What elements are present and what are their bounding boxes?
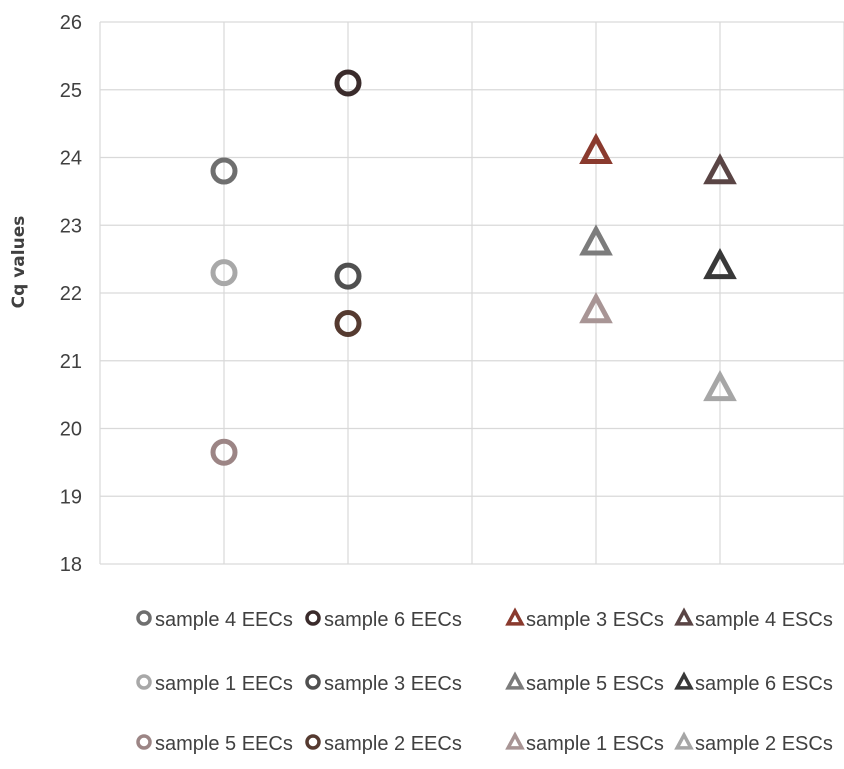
data-point [579, 132, 613, 164]
data-point [703, 247, 737, 280]
legend: sample 4 EECs sample 6 EECs sample 3 ESCs s… [136, 607, 833, 755]
y-axis-ticks: 18 19 20 21 22 23 24 25 26 [60, 12, 82, 576]
y-tick-label: 18 [60, 554, 82, 576]
y-tick-label: 19 [60, 486, 82, 508]
data-point [579, 292, 613, 324]
data-point [703, 369, 737, 402]
legend-label: sample 3 EECs [324, 673, 462, 695]
legend-label: sample 5 ESCs [526, 673, 664, 695]
data-point [579, 224, 613, 256]
legend-label: sample 1 EECs [155, 673, 293, 695]
legend-label: sample 4 ESCs [695, 609, 833, 631]
data-points [210, 69, 737, 466]
y-tick-label: 20 [60, 419, 82, 441]
legend-marker [305, 734, 321, 750]
legend-marker [136, 674, 152, 690]
grid-lines [99, 21, 844, 565]
legend-marker [505, 731, 525, 750]
y-tick-label: 23 [60, 215, 82, 237]
legend-label: sample 3 ESCs [526, 609, 664, 631]
y-tick-label: 24 [60, 148, 82, 170]
legend-marker [674, 607, 694, 626]
legend-marker [674, 731, 694, 750]
legend-marker [305, 610, 321, 626]
data-point [334, 69, 362, 97]
y-tick-label: 25 [60, 80, 82, 102]
y-tick-label: 21 [60, 351, 82, 373]
legend-label: sample 6 EECs [324, 609, 462, 631]
data-point [334, 309, 362, 337]
legend-marker [305, 674, 321, 690]
legend-label: sample 4 EECs [155, 609, 293, 631]
data-point [703, 153, 737, 185]
data-point [334, 262, 362, 290]
y-tick-label: 26 [60, 12, 82, 34]
legend-marker [136, 734, 152, 750]
legend-label: sample 5 EECs [155, 733, 293, 755]
legend-label: sample 1 ESCs [526, 733, 664, 755]
data-point [210, 157, 238, 185]
legend-label: sample 6 ESCs [695, 673, 833, 695]
legend-marker [136, 610, 152, 626]
data-point [210, 259, 238, 287]
legend-marker [674, 671, 694, 690]
y-tick-label: 22 [60, 283, 82, 305]
legend-label: sample 2 ESCs [695, 733, 833, 755]
y-axis-label: Cq values [9, 216, 29, 309]
legend-marker [505, 607, 525, 626]
legend-marker [505, 671, 525, 690]
data-point [210, 438, 238, 466]
legend-label: sample 2 EECs [324, 733, 462, 755]
